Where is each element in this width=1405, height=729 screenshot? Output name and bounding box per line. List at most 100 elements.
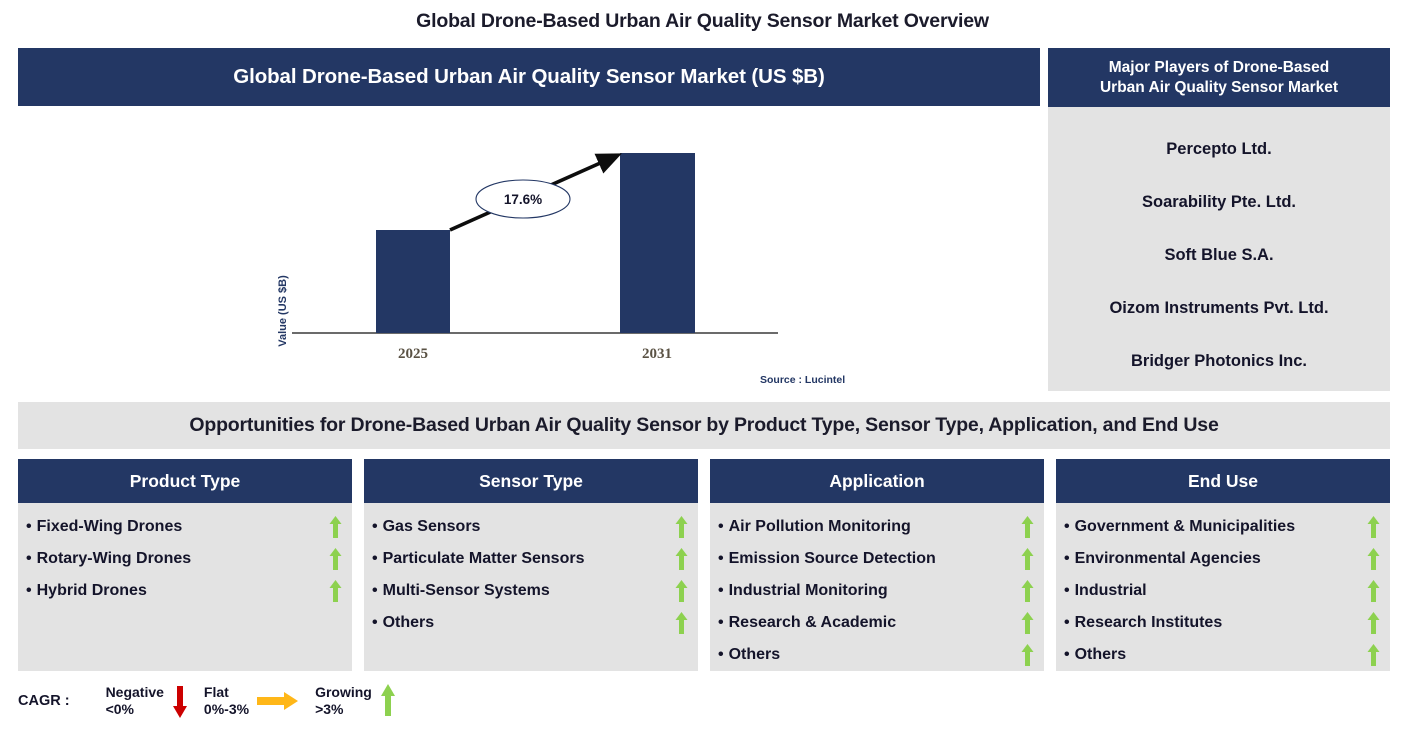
cagr-legend: CAGR : Negative <0% Flat 0%-3% Growing >…	[18, 679, 404, 723]
segment-header: End Use	[1056, 459, 1390, 503]
list-item: Fixed-Wing Drones	[26, 511, 342, 543]
arrow-up-icon	[1021, 644, 1034, 666]
legend-name: Growing	[315, 684, 372, 701]
legend-name: Negative	[105, 684, 164, 701]
segment-item-label: Multi-Sensor Systems	[372, 582, 550, 600]
segment-item-label: Others	[372, 614, 435, 632]
segment-item-label: Others	[1064, 646, 1127, 664]
market-banner-title: Global Drone-Based Urban Air Quality Sen…	[233, 65, 825, 88]
chart-xtick-2031: 2031	[642, 346, 672, 362]
legend-entry-growing: Growing >3%	[307, 684, 396, 718]
list-item: Emission Source Detection	[718, 543, 1034, 575]
arrow-up-icon	[329, 580, 342, 602]
arrow-up-icon	[380, 684, 395, 716]
major-players-list: Percepto Ltd. Soarability Pte. Ltd. Soft…	[1048, 107, 1390, 388]
segment-header: Sensor Type	[364, 459, 698, 503]
arrow-up-icon	[675, 548, 688, 570]
legend-range: <0%	[105, 701, 134, 717]
segment-column-product-type: Product Type Fixed-Wing Drones Rotary-Wi…	[18, 459, 352, 671]
list-item: Gas Sensors	[372, 511, 688, 543]
segment-column-end-use: End Use Government & Municipalities Envi…	[1056, 459, 1390, 671]
list-item: Particulate Matter Sensors	[372, 543, 688, 575]
segment-item-label: Emission Source Detection	[718, 550, 936, 568]
market-banner: Global Drone-Based Urban Air Quality Sen…	[18, 48, 1040, 106]
segment-item-label: Industrial Monitoring	[718, 582, 888, 600]
list-item: Industrial Monitoring	[718, 575, 1034, 607]
list-item: Percepto Ltd.	[1166, 140, 1272, 158]
list-item: Air Pollution Monitoring	[718, 511, 1034, 543]
list-item: Research Institutes	[1064, 607, 1380, 639]
list-item: Research & Academic	[718, 607, 1034, 639]
arrow-right-icon	[257, 692, 299, 710]
segment-item-label: Particulate Matter Sensors	[372, 550, 585, 568]
arrow-up-icon	[1021, 580, 1034, 602]
list-item: Multi-Sensor Systems	[372, 575, 688, 607]
segment-list: Gas Sensors Particulate Matter Sensors M…	[364, 503, 698, 639]
legend-entry-negative: Negative <0%	[106, 684, 188, 718]
major-players-header-line1: Major Players of Drone-Based	[1108, 59, 1330, 77]
cagr-legend-label: CAGR :	[18, 693, 70, 709]
arrow-up-icon	[329, 548, 342, 570]
segments-container: Product Type Fixed-Wing Drones Rotary-Wi…	[18, 459, 1390, 671]
segment-item-label: Environmental Agencies	[1064, 550, 1261, 568]
segment-list: Fixed-Wing Drones Rotary-Wing Drones Hyb…	[18, 503, 352, 607]
segment-item-label: Rotary-Wing Drones	[26, 550, 192, 568]
list-item: Oizom Instruments Pvt. Ltd.	[1109, 299, 1329, 317]
arrow-up-icon	[1021, 516, 1034, 538]
opportunities-banner: Opportunities for Drone-Based Urban Air …	[18, 402, 1390, 449]
arrow-up-icon	[1021, 548, 1034, 570]
arrow-up-icon	[1367, 548, 1380, 570]
cagr-callout-label: 17.6%	[504, 192, 542, 207]
legend-name: Flat	[203, 684, 229, 701]
list-item: Environmental Agencies	[1064, 543, 1380, 575]
list-item: Industrial	[1064, 575, 1380, 607]
segment-list: Government & Municipalities Environmenta…	[1056, 503, 1390, 671]
segment-item-label: Hybrid Drones	[26, 582, 147, 600]
chart-y-axis-label: Value (US $B)	[277, 275, 289, 347]
list-item: Government & Municipalities	[1064, 511, 1380, 543]
list-item: Hybrid Drones	[26, 575, 342, 607]
segment-item-label: Air Pollution Monitoring	[718, 518, 911, 536]
chart-svg: Value (US $B) 17.6% 2025 2031	[277, 153, 778, 362]
segment-list: Air Pollution Monitoring Emission Source…	[710, 503, 1044, 671]
list-item: Others	[1064, 639, 1380, 671]
segment-item-label: Gas Sensors	[372, 518, 481, 536]
arrow-up-icon	[675, 580, 688, 602]
arrow-down-icon	[172, 686, 187, 718]
list-item: Soft Blue S.A.	[1164, 246, 1274, 264]
page-title: Global Drone-Based Urban Air Quality Sen…	[416, 10, 989, 32]
segment-header: Product Type	[18, 459, 352, 503]
arrow-up-icon	[1367, 516, 1380, 538]
list-item: Soarability Pte. Ltd.	[1141, 193, 1297, 211]
chart-bar-2031	[620, 153, 695, 333]
arrow-up-icon	[329, 516, 342, 538]
market-bar-chart: Value (US $B) 17.6% 2025 2031	[18, 106, 1040, 391]
segment-item-label: Government & Municipalities	[1064, 518, 1295, 536]
arrow-up-icon	[1367, 580, 1380, 602]
segment-header: Application	[710, 459, 1044, 503]
segment-item-label: Fixed-Wing Drones	[26, 518, 183, 536]
segment-item-label: Others	[718, 646, 781, 664]
list-item: Others	[718, 639, 1034, 671]
list-item: Others	[372, 607, 688, 639]
list-item: Rotary-Wing Drones	[26, 543, 342, 575]
chart-bar-2025	[376, 230, 450, 333]
major-players-header: Major Players of Drone-Based Urban Air Q…	[1048, 48, 1390, 107]
legend-entry-flat: Flat 0%-3%	[196, 684, 299, 717]
segment-item-label: Research & Academic	[718, 614, 897, 632]
arrow-up-icon	[675, 516, 688, 538]
chart-xtick-2025: 2025	[398, 346, 428, 362]
opportunities-title: Opportunities for Drone-Based Urban Air …	[189, 414, 1219, 436]
arrow-up-icon	[1367, 612, 1380, 634]
arrow-up-icon	[1021, 612, 1034, 634]
arrow-up-icon	[1367, 644, 1380, 666]
segment-item-label: Research Institutes	[1064, 614, 1223, 632]
source-note: Source : Lucintel	[760, 374, 846, 386]
major-players-panel: Major Players of Drone-Based Urban Air Q…	[1048, 48, 1390, 391]
segment-column-application: Application Air Pollution Monitoring Emi…	[710, 459, 1044, 671]
major-players-header-line2: Urban Air Quality Sensor Market	[1099, 78, 1339, 96]
segment-item-label: Industrial	[1064, 582, 1147, 600]
arrow-up-icon	[675, 612, 688, 634]
legend-range: >3%	[315, 701, 344, 717]
segment-column-sensor-type: Sensor Type Gas Sensors Particulate Matt…	[364, 459, 698, 671]
